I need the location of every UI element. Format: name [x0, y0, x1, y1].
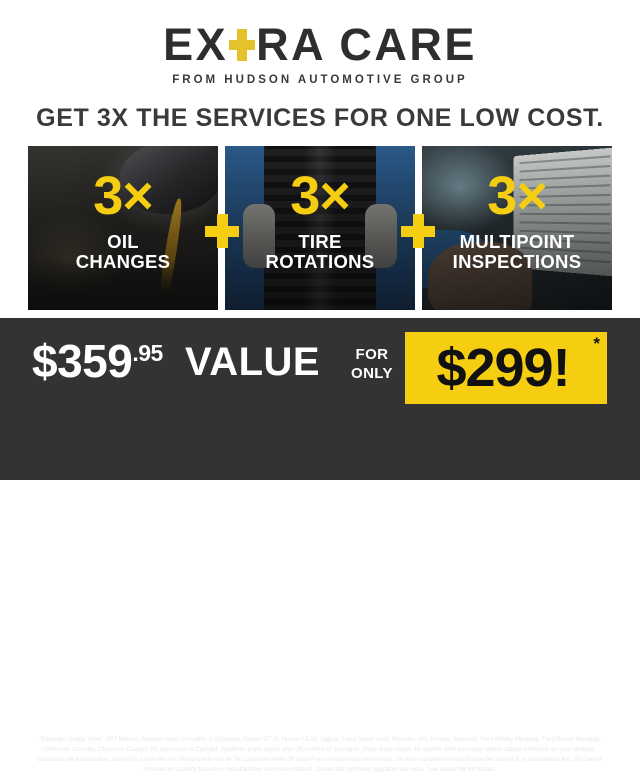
- value-word: VALUE: [185, 340, 321, 384]
- panel-multiplier: 3×: [93, 166, 154, 226]
- service-panel-tire-rotations: 3× TIRE ROTATIONS: [225, 146, 415, 310]
- headline: GET 3X THE SERVICES FOR ONE LOW COST.: [36, 104, 604, 132]
- for-label: FOR: [355, 346, 389, 363]
- service-panel-multipoint-inspections: 3× MULTIPOINT INSPECTIONS: [422, 146, 612, 310]
- only-label: ONLY: [351, 364, 393, 382]
- panel-content: 3× TIRE ROTATIONS: [225, 146, 415, 310]
- panel-label: MULTIPOINT INSPECTIONS: [452, 230, 582, 272]
- brand-logo: EX RA CARE FROM HUDSON AUTOMOTIVE GROUP: [0, 22, 640, 86]
- service-panels: 3× OIL CHANGES 3× TIRE ROTATIONS: [28, 146, 612, 310]
- panel-label-line2: INSPECTIONS: [452, 250, 582, 272]
- value-cents: .95: [132, 340, 163, 366]
- logo-wordmark-right: RA CARE: [256, 19, 477, 70]
- disclaimer-text: *Excludes Dodge Viper, SRT Motors, Sprin…: [37, 736, 603, 773]
- value-dollars: $359: [32, 335, 133, 387]
- price-badge: $299! *: [405, 332, 607, 404]
- plus-icon: [227, 27, 257, 63]
- price-band: $359.95 VALUE FOR ONLY $299! * *Excludes…: [0, 318, 640, 773]
- logo-wordmark-left: EX: [163, 19, 229, 70]
- photo-overlay: [28, 146, 218, 310]
- logo-tagline: FROM HUDSON AUTOMOTIVE GROUP: [172, 74, 468, 86]
- panel-label: OIL CHANGES: [75, 230, 171, 272]
- for-only-label: FOR ONLY: [351, 346, 393, 384]
- panel-multiplier: 3×: [290, 166, 351, 226]
- panel-label-line1: OIL: [107, 230, 139, 252]
- panel-label-line1: MULTIPOINT: [459, 230, 575, 252]
- panel-content: 3× OIL CHANGES: [28, 146, 218, 310]
- panel-multiplier: 3×: [487, 166, 548, 226]
- separator-plus-icon-2: [401, 214, 435, 248]
- separator-plus-icon-1: [205, 214, 239, 248]
- price-row: $359.95 VALUE FOR ONLY $299! *: [0, 332, 640, 410]
- panel-label-line2: ROTATIONS: [265, 250, 375, 272]
- service-panel-oil-changes: 3× OIL CHANGES: [28, 146, 218, 310]
- photo-overlay: [225, 146, 415, 310]
- price-amount: $299!: [436, 338, 570, 398]
- value-amount: $359.95: [32, 338, 163, 384]
- panel-content: 3× MULTIPOINT INSPECTIONS: [422, 146, 612, 310]
- photo-overlay: [422, 146, 612, 310]
- panel-label: TIRE ROTATIONS: [265, 230, 375, 272]
- panel-label-line1: TIRE: [298, 230, 342, 252]
- panel-label-line2: CHANGES: [75, 250, 171, 272]
- asterisk-marker: *: [593, 334, 600, 353]
- logo-wordmark: EX RA CARE: [163, 22, 477, 67]
